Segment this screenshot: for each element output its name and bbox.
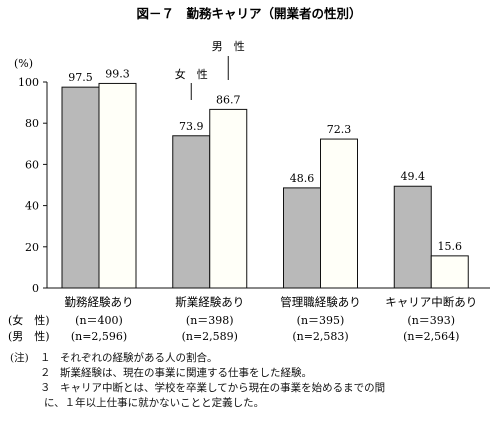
footnote-number: １ — [40, 352, 51, 364]
y-tick-label: 40 — [25, 200, 39, 213]
data-label: 48.6 — [290, 172, 315, 185]
footnotes: (注) １ それぞれの経験がある人の割合。 ２ 斯業経験は、現在の事業に関連する… — [10, 351, 494, 411]
sample-size-female: (n＝398) — [186, 314, 234, 327]
sample-size-male: (n=2,583) — [292, 330, 348, 343]
chart: 図－７ 勤務キャリア（開業者の性別） (%) 0 20 40 60 80 100 97.5… — [8, 6, 490, 343]
y-tick-label: 100 — [18, 76, 39, 89]
footnote-prefix: (注) — [10, 352, 29, 364]
sample-size-male: (n=2,596) — [71, 330, 127, 343]
sample-size-male: (n=2,589) — [182, 330, 238, 343]
data-label: 99.3 — [105, 67, 130, 80]
chart-title: 図－７ 勤務キャリア（開業者の性別） — [136, 6, 361, 21]
footnote-number: ３ — [40, 382, 51, 394]
footnote-1: (注) １ それぞれの経験がある人の割合。 — [10, 351, 494, 366]
sample-size-female: (n＝393) — [407, 314, 455, 327]
data-label: 73.9 — [179, 120, 204, 133]
bars — [61, 82, 469, 289]
bar-female — [283, 187, 321, 289]
sample-size-male: (n=2,564) — [403, 330, 459, 343]
category-label: 斯業経験あり — [175, 295, 244, 309]
category-labels: (女 性) (男 性) 勤務経験あり (n＝400) (n=2,596) 斯業経験あり (n… — [8, 295, 477, 343]
y-tick-label: 0 — [32, 282, 39, 295]
footnote-2: ２ 斯業経験は、現在の事業に関連する仕事をした経験。 — [10, 366, 494, 381]
bar-female — [172, 135, 211, 289]
sample-size-female: (n＝400) — [75, 314, 123, 327]
bar-male — [430, 255, 469, 289]
data-label: 72.3 — [327, 123, 352, 136]
value-labels: 97.5 99.3 73.9 86.7 48.6 72.3 49.4 15.6 — [68, 67, 462, 252]
footnote-text: 斯業経験は、現在の事業に関連する仕事をした経験。 — [60, 367, 312, 379]
footnote-number: ２ — [40, 367, 51, 379]
category-label: 管理職経験あり — [280, 295, 361, 309]
bar-male — [98, 82, 137, 289]
sample-row-label-female: (女 性) — [8, 313, 50, 327]
data-label: 97.5 — [68, 71, 93, 84]
legend-label-female: 女 性 — [175, 67, 208, 81]
footnote-3-continuation: に、１年以上仕事に就かないことと定義した。 — [44, 397, 265, 409]
legend: 女 性男 性 — [175, 39, 245, 100]
sample-size-female: (n＝395) — [297, 314, 345, 327]
footnote-text: それぞれの経験がある人の割合。 — [60, 352, 218, 364]
sample-row-label-male: (男 性) — [8, 329, 50, 343]
data-label: 86.7 — [216, 93, 241, 106]
bar-male — [209, 108, 248, 289]
y-axis-unit: (%) — [14, 57, 33, 70]
category-label: キャリア中断あり — [385, 295, 477, 309]
footnote-text: キャリア中断とは、学校を卒業してから現在の事業を始めるまでの間 — [60, 382, 386, 394]
footnote-3: ３ キャリア中断とは、学校を卒業してから現在の事業を始めるまでの間 — [10, 381, 494, 396]
y-tick-label: 20 — [25, 241, 39, 254]
bar-male — [320, 138, 358, 289]
legend-label-male: 男 性 — [212, 39, 245, 53]
category-label: 勤務経験あり — [65, 295, 134, 309]
data-label: 15.6 — [438, 240, 463, 253]
data-label: 49.4 — [401, 170, 426, 183]
y-tick-label: 80 — [25, 117, 39, 130]
bar-female — [393, 185, 432, 289]
bar-female — [61, 86, 100, 289]
y-tick-label: 60 — [25, 158, 39, 171]
